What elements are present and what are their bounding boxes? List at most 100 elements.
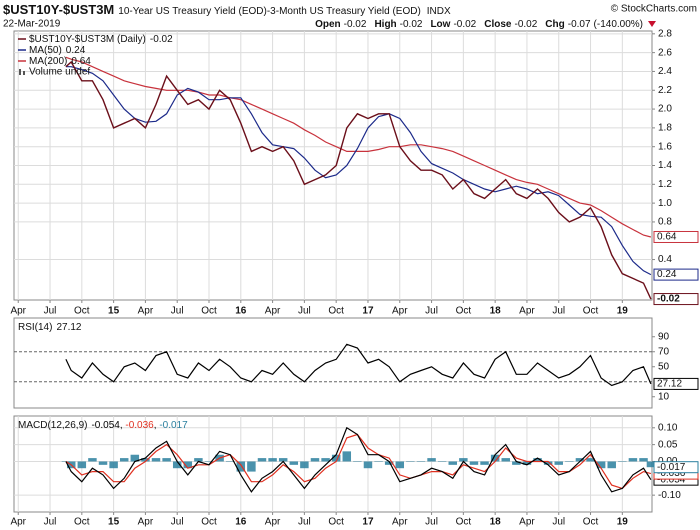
histogram-bar xyxy=(618,461,627,462)
histogram-bar xyxy=(639,458,648,462)
x-tick-label: Jul xyxy=(552,517,565,528)
histogram-bar xyxy=(268,458,277,462)
series-line xyxy=(65,60,652,300)
last-value-label: -0.02 xyxy=(657,294,680,305)
histogram-bar xyxy=(194,458,203,462)
histogram-bar xyxy=(119,458,129,462)
x-tick-label: 15 xyxy=(108,517,120,528)
quote-label: Chg xyxy=(545,19,564,30)
y-tick-label: 2.0 xyxy=(658,104,672,115)
y-tick-label: 10 xyxy=(658,391,670,402)
histogram-bar xyxy=(565,461,574,462)
x-tick-label: Jul xyxy=(298,306,311,317)
x-tick-label: 17 xyxy=(362,306,374,317)
histogram-bar xyxy=(225,461,235,462)
histogram-bar xyxy=(437,461,447,462)
x-tick-label: 17 xyxy=(362,517,374,528)
x-tick-label: Jul xyxy=(425,306,438,317)
quote-value: -0.02 xyxy=(400,19,423,30)
x-tick-label: 19 xyxy=(617,517,629,528)
last-value-label: -0.017 xyxy=(657,462,686,473)
y-tick-label: 0.05 xyxy=(658,439,678,450)
volume-icon xyxy=(19,69,21,75)
x-tick-label: Oct xyxy=(456,306,472,317)
y-tick-label: 2.2 xyxy=(658,85,672,96)
x-tick-label: Apr xyxy=(10,517,26,528)
histogram-bar xyxy=(543,461,553,465)
legend-name: RSI(14) xyxy=(18,322,52,333)
histogram-bar xyxy=(289,461,299,465)
histogram-bar xyxy=(310,458,320,462)
header-title: $UST10Y-$UST3M 10-Year US Treasury Yield … xyxy=(3,2,451,17)
quote-value: -0.02 xyxy=(514,19,537,30)
x-tick-label: Jul xyxy=(171,517,184,528)
quote-label: Low xyxy=(430,19,450,30)
x-tick-label: Oct xyxy=(201,306,217,317)
panel-title: MACD(12,26,9) xyxy=(18,420,87,431)
histogram-bar xyxy=(384,461,394,465)
x-tick-label: Apr xyxy=(519,517,535,528)
y-tick-label: 1.6 xyxy=(658,141,672,152)
y-tick-label: 0.10 xyxy=(658,422,678,433)
separator: , xyxy=(120,420,126,431)
histogram-bar xyxy=(236,461,246,472)
quote-value: -0.07 xyxy=(568,19,591,30)
histogram-bar xyxy=(109,461,118,469)
legend-value: -0.02 xyxy=(150,34,173,45)
quote-label: Open xyxy=(315,19,341,30)
histogram-bar xyxy=(183,461,193,469)
x-tick-label: Oct xyxy=(583,517,599,528)
histogram-bar xyxy=(586,458,595,462)
x-tick-label: 18 xyxy=(490,517,502,528)
last-value-label: -0.054 xyxy=(657,474,686,485)
x-tick-label: 18 xyxy=(490,306,502,317)
y-tick-label: 1.0 xyxy=(658,198,672,209)
last-value-box xyxy=(653,377,699,390)
legend-value: -0.036 xyxy=(125,420,154,431)
histogram-bar xyxy=(448,461,457,465)
x-tick-label: Oct xyxy=(328,306,344,317)
separator: , xyxy=(154,420,160,431)
histogram-bar xyxy=(469,461,479,465)
x-tick-label: Apr xyxy=(519,306,535,317)
last-value-box xyxy=(653,461,699,474)
histogram-bar xyxy=(480,461,489,465)
histogram-bar xyxy=(98,461,108,465)
y-tick-label: 2.6 xyxy=(658,47,672,58)
description: 10-Year US Treasury Yield (EOD)-3-Month … xyxy=(118,6,421,17)
legend-value: 27.12 xyxy=(56,322,81,333)
histogram-bar xyxy=(88,458,97,462)
volume-label: Volume undef xyxy=(29,67,90,78)
x-tick-label: Jul xyxy=(44,306,57,317)
x-tick-label: Apr xyxy=(392,517,408,528)
x-tick-label: Oct xyxy=(583,306,599,317)
histogram-bar xyxy=(342,451,352,462)
histogram-bar xyxy=(204,461,214,462)
legend-entry: MA(50) 0.24 xyxy=(29,45,86,56)
x-tick-label: 15 xyxy=(108,306,120,317)
x-tick-label: Oct xyxy=(201,517,217,528)
histogram-bar xyxy=(522,461,532,465)
legend-value: 0.64 xyxy=(71,56,91,67)
quote-label: High xyxy=(374,19,396,30)
histogram-bar xyxy=(459,458,468,462)
legend-value: -0.054 xyxy=(91,420,120,431)
y-tick-label: 1.8 xyxy=(658,123,672,134)
histogram-bar xyxy=(321,458,330,462)
x-tick-label: Apr xyxy=(138,306,154,317)
histogram-bar xyxy=(278,458,288,462)
legend-entry: MA(200) 0.64 xyxy=(29,56,91,67)
source: © StockCharts.com xyxy=(611,4,697,15)
last-value-box xyxy=(653,230,699,243)
histogram-bar xyxy=(141,458,150,462)
quote: Open -0.02 High -0.02 Low -0.02 Close -0.02 Chg -… xyxy=(315,19,643,30)
x-tick-label: 16 xyxy=(235,517,247,528)
panel-frame xyxy=(13,317,653,409)
y-tick-label: 2.4 xyxy=(658,66,672,77)
histogram-bar xyxy=(395,461,405,469)
histogram-bar xyxy=(363,461,373,469)
x-tick-label: Apr xyxy=(265,517,281,528)
x-tick-label: Oct xyxy=(456,517,472,528)
x-tick-label: Jul xyxy=(171,306,184,317)
